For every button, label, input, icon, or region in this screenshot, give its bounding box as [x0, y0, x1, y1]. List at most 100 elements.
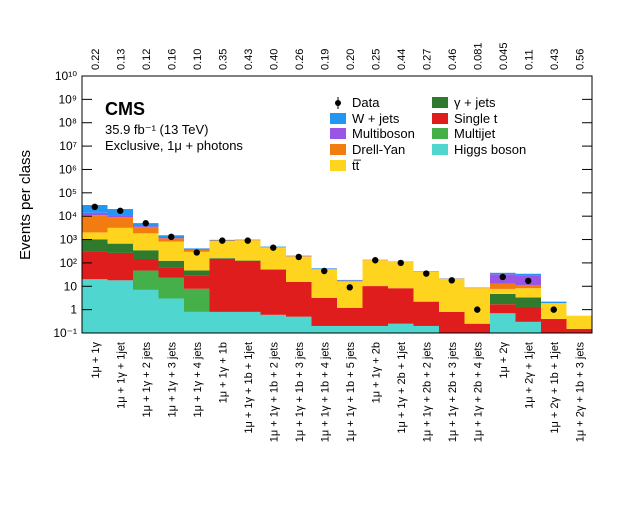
bar-segment — [107, 243, 133, 253]
legend-swatch — [432, 97, 448, 108]
bar-segment — [133, 258, 159, 271]
bar-segment — [311, 325, 337, 333]
bar-segment — [515, 321, 541, 333]
bar-segment — [209, 258, 235, 312]
x-tick-label: 1μ + 1γ + 1b + 1jet — [243, 342, 255, 434]
bar-segment — [184, 270, 210, 276]
legend-swatch — [432, 144, 448, 155]
bar-segment — [337, 280, 363, 282]
bar-segment — [133, 250, 159, 259]
bar-segment — [82, 239, 108, 252]
top-label: 0.46 — [447, 49, 459, 70]
y-axis-label: Events per class — [17, 150, 34, 260]
top-label: 0.11 — [523, 49, 535, 70]
x-tick-label: 1μ + 2γ + 1b + 1jet — [549, 342, 561, 434]
legend-label: Multijet — [454, 126, 496, 141]
bar-segment — [490, 272, 516, 275]
bar-segment — [133, 227, 159, 234]
bar-segment — [82, 232, 108, 240]
y-tick-label: 10⁻¹ — [53, 326, 77, 340]
bar-segment — [541, 318, 567, 333]
bar-segment — [439, 278, 465, 312]
top-label: 0.40 — [268, 49, 280, 70]
data-point — [295, 253, 302, 261]
top-label: 0.35 — [217, 49, 229, 70]
bar-segment — [515, 288, 541, 298]
legend-swatch — [432, 113, 448, 124]
data-point — [91, 203, 98, 211]
bar-segment — [566, 328, 592, 333]
bar-segment — [107, 227, 133, 244]
x-tick-label: 1μ + 1γ + 4 jets — [192, 342, 204, 418]
data-point — [219, 237, 226, 244]
top-label: 0.12 — [141, 49, 153, 70]
bar-segment — [362, 325, 388, 333]
x-tick-label: 1μ + 1γ + 2b + 1jet — [396, 342, 408, 434]
bar-segment — [184, 275, 210, 289]
bar-segment — [311, 297, 337, 326]
bar-segment — [184, 248, 210, 250]
x-tick-label: 1μ + 1γ + 1b + 4 jets — [319, 342, 331, 443]
top-label: 0.13 — [115, 49, 127, 70]
experiment: CMS — [105, 99, 145, 119]
data-point — [499, 273, 506, 281]
bar-segment — [158, 298, 184, 333]
bar-segment — [286, 281, 312, 317]
bar-segment — [133, 233, 159, 251]
data-point — [372, 257, 379, 264]
x-tick-label: 1μ + 1γ + 3 jets — [166, 342, 178, 418]
bar-segment — [209, 258, 235, 259]
top-label: 0.19 — [319, 49, 331, 70]
data-point — [193, 249, 200, 256]
x-tick-label: 1μ + 2γ — [498, 342, 510, 379]
bar-segment — [107, 217, 133, 228]
x-tick-label: 1μ + 2γ + 1jet — [523, 342, 535, 409]
plot-frame — [81, 75, 593, 334]
top-label: 0.56 — [574, 49, 586, 70]
bar-segment — [490, 283, 516, 289]
y-tick-label: 10³ — [60, 233, 77, 247]
data-point — [168, 233, 175, 241]
bar-segment — [413, 325, 439, 333]
legend-label: W + jets — [352, 111, 400, 126]
legend-label: tt̅ — [352, 158, 361, 173]
data-point — [525, 277, 532, 285]
bar-segment — [388, 262, 414, 289]
y-tick-label: 10 — [64, 279, 78, 293]
data-point — [270, 244, 277, 251]
y-tick-label: 10⁸ — [59, 116, 77, 130]
bar-segment — [337, 279, 363, 281]
top-label: 0.43 — [243, 49, 255, 70]
x-tick-label: 1μ + 1γ + 2b + 2 jets — [421, 342, 433, 443]
data-point — [474, 306, 481, 313]
y-tick-label: 10⁶ — [59, 162, 77, 176]
bar-segment — [515, 306, 541, 322]
top-label: 0.10 — [192, 49, 204, 70]
bar-segment — [158, 267, 184, 278]
x-tick-label: 1μ + 1γ — [90, 342, 102, 379]
x-tick-label: 1μ + 1γ + 2b + 3 jets — [447, 342, 459, 443]
bar-segment — [515, 297, 541, 307]
bar-segment — [388, 288, 414, 324]
legend-label: Drell-Yan — [352, 142, 405, 157]
x-tick-label: 1μ + 1γ + 2b — [370, 342, 382, 403]
top-label: 0.44 — [396, 49, 408, 70]
data-point — [142, 220, 149, 227]
data-point — [397, 259, 404, 267]
bar-segment — [541, 301, 567, 304]
bar-segment — [337, 307, 363, 326]
data-point — [244, 237, 251, 244]
x-tick-label: 1μ + 1γ + 1b + 3 jets — [294, 342, 306, 443]
bar-segment — [260, 269, 286, 270]
data-point — [321, 267, 328, 275]
bar-segment — [362, 286, 388, 326]
bar-segment — [184, 251, 210, 271]
x-tick-label: 1μ + 1γ + 2b + 4 jets — [472, 342, 484, 443]
bar-segment — [464, 288, 490, 324]
bar-segment — [515, 273, 541, 276]
bar-segment — [158, 241, 184, 261]
legend-swatch — [330, 113, 346, 124]
data-point — [550, 306, 557, 313]
legend-label: Higgs boson — [454, 142, 526, 157]
x-tick-label: 1μ + 1γ + 1jet — [115, 342, 127, 409]
